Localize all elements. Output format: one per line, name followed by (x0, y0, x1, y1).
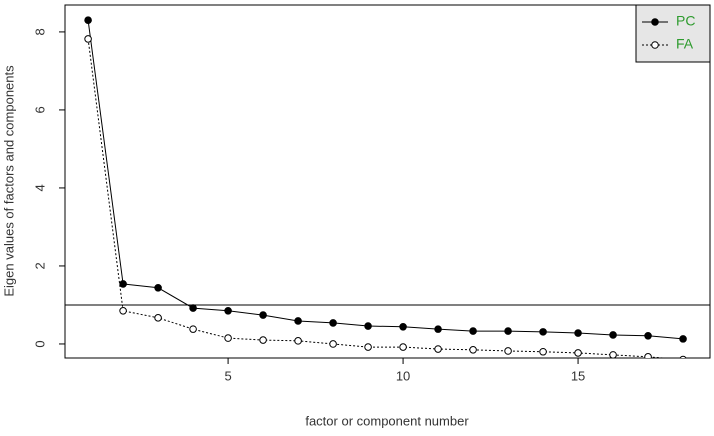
legend-label: PC (676, 13, 695, 29)
data-point (224, 307, 232, 315)
data-point (189, 325, 197, 333)
data-point (329, 319, 337, 327)
data-point (84, 35, 92, 43)
data-point (504, 327, 512, 335)
data-point (154, 314, 162, 322)
data-point (609, 351, 617, 358)
data-point (434, 325, 442, 333)
data-point (539, 347, 547, 356)
y-tick-label: 6 (32, 106, 47, 113)
data-point (469, 327, 477, 335)
series-line (87, 38, 670, 358)
data-point (434, 345, 442, 353)
data-point (189, 304, 197, 312)
data-point (679, 335, 687, 343)
x-axis-label: factor or component number (305, 413, 469, 428)
data-point (364, 322, 372, 330)
legend-label: FA (676, 36, 694, 52)
y-tick-label: 0 (32, 340, 47, 347)
data-point (154, 283, 162, 292)
data-point (504, 347, 512, 355)
plot-frame (64, 4, 711, 359)
data-point (364, 343, 372, 351)
y-tick-label: 8 (32, 28, 47, 35)
data-point (119, 307, 127, 315)
y-tick-label: 4 (32, 184, 47, 191)
data-point (679, 355, 687, 358)
data-point (84, 16, 92, 25)
data-point (294, 337, 302, 345)
plot-area (65, 16, 710, 358)
x-tick-label: 10 (396, 368, 410, 383)
x-tick-label: 15 (571, 368, 585, 383)
data-point (259, 311, 267, 319)
legend-box (635, 4, 711, 63)
data-point (574, 329, 582, 337)
y-tick-label: 2 (32, 262, 47, 269)
legend-marker (651, 18, 659, 26)
data-point (119, 280, 127, 288)
data-point (469, 346, 477, 354)
data-point (259, 336, 267, 344)
data-point (224, 334, 232, 342)
data-point (399, 322, 407, 331)
data-point (539, 328, 547, 336)
y-axis-label: Eigen values of factors and components (1, 65, 16, 297)
data-point (609, 331, 617, 339)
x-tick-label: 5 (224, 368, 231, 383)
series-line (87, 20, 684, 340)
data-point (399, 343, 407, 351)
data-point (644, 331, 652, 340)
data-point (644, 353, 652, 358)
data-point (329, 340, 337, 348)
data-point (294, 317, 302, 325)
legend-marker (651, 41, 659, 49)
data-point (574, 349, 582, 357)
